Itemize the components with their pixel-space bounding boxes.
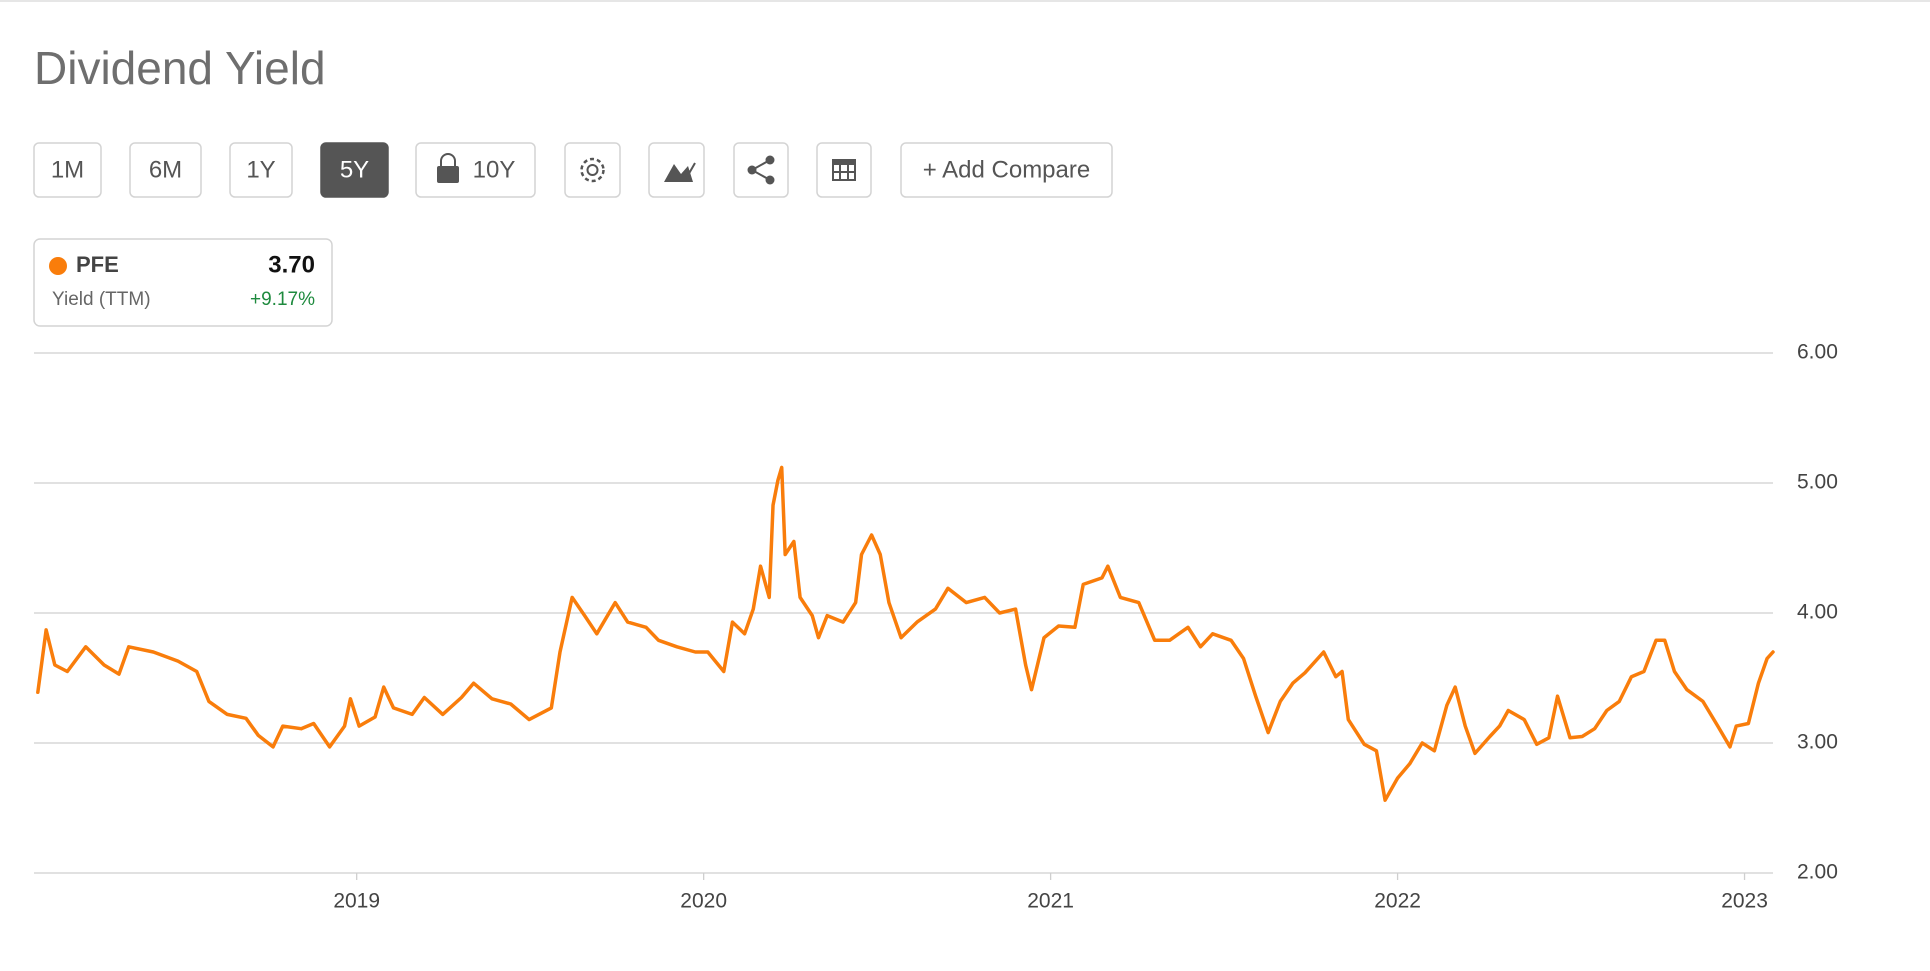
button-label[interactable]: 6M [149, 156, 182, 183]
legend-marker [49, 257, 67, 275]
button-frame[interactable] [320, 142, 389, 198]
range-button[interactable]: 10Y [415, 142, 536, 198]
range-button[interactable]: 1Y [229, 142, 293, 198]
chart-title: Dividend Yield [34, 42, 326, 94]
legend-change: +9.17% [250, 289, 315, 310]
button-frame[interactable] [229, 142, 293, 198]
settings-button[interactable] [564, 142, 621, 198]
button-frame[interactable] [33, 142, 102, 198]
y-tick-label: 6.00 [1797, 341, 1838, 364]
card-frame [33, 238, 333, 327]
table-icon [833, 160, 855, 165]
button-label[interactable]: + Add Compare [923, 156, 1090, 183]
table-button[interactable] [816, 142, 872, 198]
button-frame[interactable] [129, 142, 202, 198]
button-frame[interactable] [564, 142, 621, 198]
button-frame[interactable] [816, 142, 872, 198]
share-icon [765, 155, 775, 165]
lock-icon [437, 166, 459, 183]
table-icon [833, 165, 855, 180]
mountain-icon [664, 164, 693, 182]
y-tick-label: 3.00 [1797, 731, 1838, 754]
x-tick-label: 2021 [1027, 890, 1074, 913]
compare-button[interactable]: + Add Compare [900, 142, 1113, 198]
y-tick-label: 2.00 [1797, 861, 1838, 884]
check-icon [682, 162, 696, 179]
legend-card: PFE 3.70 Yield (TTM) +9.17% [33, 238, 333, 327]
button-label[interactable]: 1Y [246, 156, 275, 183]
button-label[interactable]: 10Y [473, 156, 516, 183]
x-tick-label: 2019 [333, 890, 380, 913]
share-button[interactable] [733, 142, 789, 198]
share-icon [747, 165, 757, 175]
button-frame[interactable] [900, 142, 1113, 198]
button-label[interactable]: 1M [51, 156, 84, 183]
gear-icon [580, 157, 605, 183]
button-frame[interactable] [733, 142, 789, 198]
gear-icon [586, 164, 599, 176]
button-label[interactable]: 5Y [340, 156, 369, 183]
data-line [36, 465, 1775, 802]
chart-type-button[interactable] [648, 142, 705, 198]
legend-metric: Yield (TTM) [52, 289, 151, 310]
button-frame[interactable] [415, 142, 536, 198]
range-button[interactable]: 1M [33, 142, 102, 198]
legend-value: 3.70 [268, 251, 315, 278]
lock-icon [440, 153, 456, 167]
y-tick-label: 5.00 [1797, 471, 1838, 494]
x-tick-label: 2022 [1374, 890, 1421, 913]
range-buttons: 1M 6M 1Y 5Y 10Y [33, 142, 536, 198]
range-button[interactable]: 5Y [320, 142, 389, 198]
range-button[interactable]: 6M [129, 142, 202, 198]
x-tick-label: 2020 [680, 890, 727, 913]
share-icon [765, 175, 775, 185]
x-tick-label: 2023 [1721, 890, 1768, 913]
y-tick-label: 4.00 [1797, 601, 1838, 624]
legend-label: PFE [76, 252, 119, 277]
